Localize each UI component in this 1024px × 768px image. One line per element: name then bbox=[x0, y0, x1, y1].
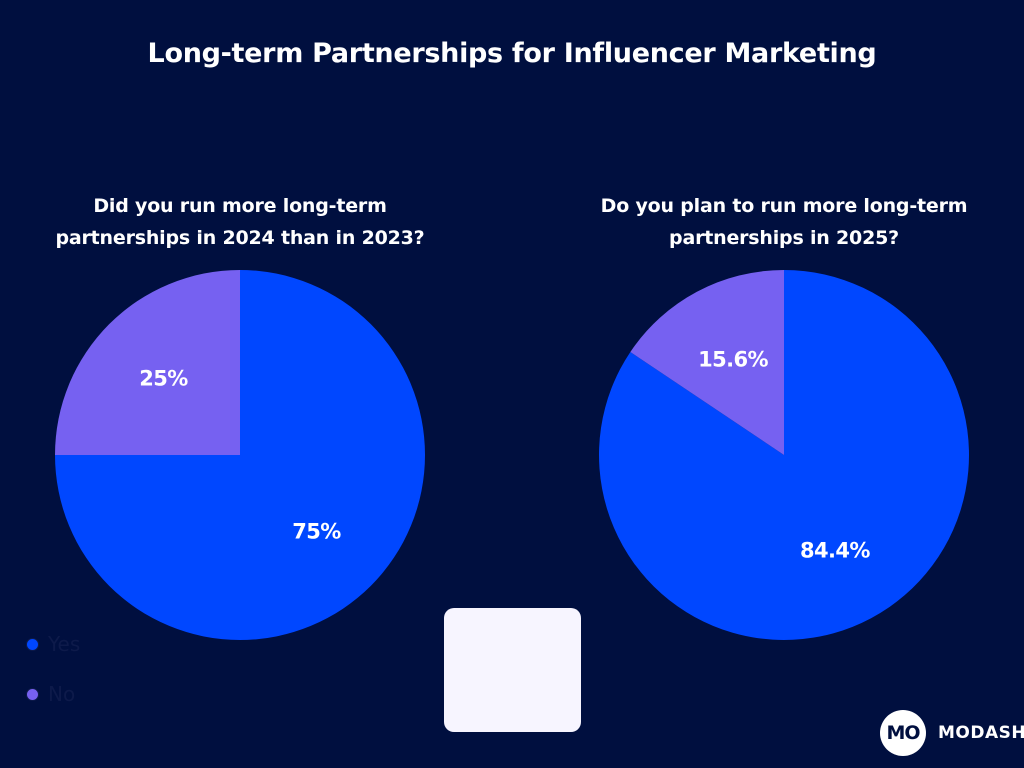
pie-left-label-yes: 75% bbox=[292, 520, 341, 544]
legend bbox=[444, 608, 581, 732]
legend-item-no: No bbox=[26, 682, 75, 706]
brand-name: MODASH bbox=[938, 723, 1024, 743]
legend-yes-label: Yes bbox=[48, 632, 81, 656]
brand-logo-icon: MO bbox=[880, 710, 926, 756]
pie-left-subtitle: Did you run more long-term partnerships … bbox=[55, 195, 425, 249]
legend-yes-swatch bbox=[26, 637, 39, 651]
legend-item-yes: Yes bbox=[26, 632, 80, 656]
pie-right-subtitle: Do you plan to run more long-term partne… bbox=[600, 195, 968, 249]
brand: MO MODASH bbox=[880, 710, 1024, 756]
pie-left-label-no: 25% bbox=[139, 366, 188, 390]
pie-right-slice-yes bbox=[599, 270, 969, 641]
legend-no-swatch bbox=[26, 687, 39, 701]
pie-right-label-no: 15.6% bbox=[698, 348, 768, 372]
pie-right-label-yes: 84.4% bbox=[800, 538, 870, 562]
chart-title: Long-term Partnerships for Influencer Ma… bbox=[147, 38, 877, 69]
pie-left-slice-no bbox=[55, 270, 240, 455]
legend-no-label: No bbox=[48, 682, 76, 706]
pie-right-slice-no bbox=[630, 270, 784, 455]
